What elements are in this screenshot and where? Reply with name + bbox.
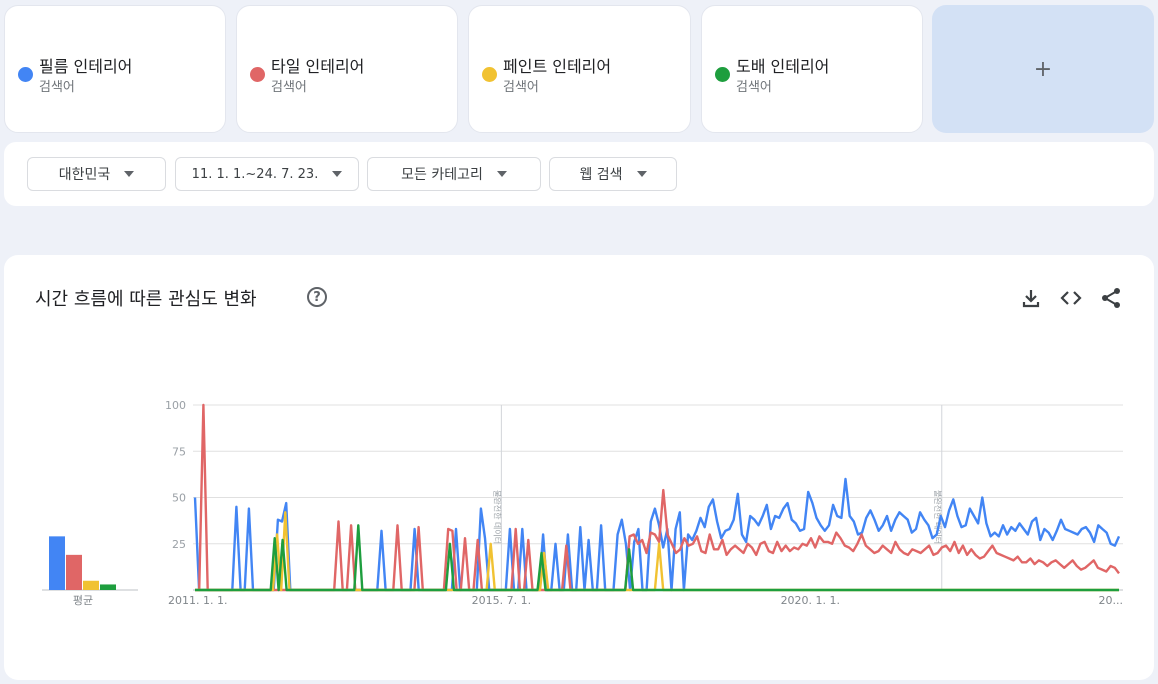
add-term-button[interactable]: + <box>932 5 1154 133</box>
term-type-4: 검색어 <box>736 80 772 95</box>
term-card-4[interactable]: 도배 인테리어 검색어 <box>701 5 923 133</box>
share-icon[interactable] <box>1100 287 1122 309</box>
term-color-dot-3 <box>482 67 497 82</box>
help-icon[interactable]: ? <box>307 287 327 307</box>
term-card-2[interactable]: 타일 인테리어 검색어 <box>236 5 458 133</box>
term-color-dot-1 <box>18 67 33 82</box>
region-filter[interactable]: 대한민국 <box>27 157 166 191</box>
embed-icon[interactable] <box>1060 287 1082 309</box>
term-card-1[interactable]: 필름 인테리어 검색어 <box>4 5 226 133</box>
term-type-1: 검색어 <box>39 80 75 95</box>
interest-over-time-card <box>4 255 1154 680</box>
caret-down-icon <box>332 171 343 177</box>
plus-icon: + <box>1033 56 1053 82</box>
search-type-filter[interactable]: 웹 검색 <box>549 157 677 191</box>
period-filter-label: 11. 1. 1.~24. 7. 23. <box>191 166 319 182</box>
caret-down-icon <box>496 171 507 177</box>
period-filter[interactable]: 11. 1. 1.~24. 7. 23. <box>175 157 359 191</box>
region-filter-label: 대한민국 <box>58 167 111 183</box>
chart-title: 시간 흐름에 따른 관심도 변화 <box>35 289 257 310</box>
term-color-dot-4 <box>715 67 730 82</box>
term-card-3[interactable]: 페인트 인테리어 검색어 <box>468 5 691 133</box>
download-icon[interactable] <box>1020 287 1042 309</box>
category-filter-label: 모든 카테고리 <box>401 167 483 183</box>
term-name-1: 필름 인테리어 <box>39 57 133 76</box>
term-name-4: 도배 인테리어 <box>736 57 830 76</box>
category-filter[interactable]: 모든 카테고리 <box>367 157 541 191</box>
caret-down-icon <box>124 171 135 177</box>
caret-down-icon <box>636 171 647 177</box>
term-name-3: 페인트 인테리어 <box>503 57 612 76</box>
search-type-filter-label: 웹 검색 <box>579 167 623 183</box>
term-color-dot-2 <box>250 67 265 82</box>
term-type-3: 검색어 <box>503 80 539 95</box>
term-name-2: 타일 인테리어 <box>271 57 365 76</box>
term-type-2: 검색어 <box>271 80 307 95</box>
